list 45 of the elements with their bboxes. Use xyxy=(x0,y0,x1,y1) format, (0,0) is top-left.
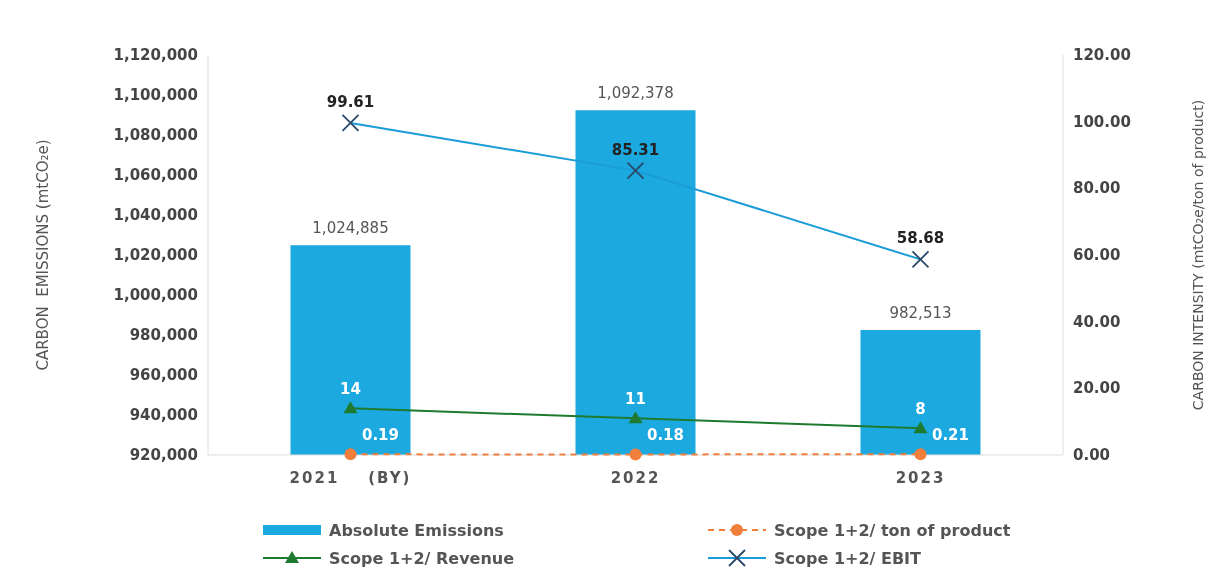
y-tick-label: 980,000 xyxy=(129,326,198,344)
y-tick-label: 940,000 xyxy=(129,406,198,424)
data-label: 0.21 xyxy=(931,426,970,445)
y2-tick-label: 0.00 xyxy=(1073,446,1111,464)
point xyxy=(343,401,358,414)
y-tick-label: 1,020,000 xyxy=(113,246,198,264)
data-label: 0.19 xyxy=(361,426,400,445)
y-tick-label: 1,080,000 xyxy=(113,126,198,144)
data-label: 11 xyxy=(625,390,646,409)
y2-tick-label: 100.00 xyxy=(1073,112,1131,131)
data-label: 982,513 xyxy=(889,303,952,322)
y-tick-label: 920,000 xyxy=(129,446,198,464)
y2-tick-label: 20.00 xyxy=(1073,379,1121,398)
data-label: 99.61 xyxy=(326,92,375,111)
point xyxy=(629,448,642,461)
y-axis-title: CARBON EMISSIONS (mtCO₂e) xyxy=(34,139,52,371)
x-tick-label: 2022 xyxy=(610,469,661,487)
y2-tick-label: 40.00 xyxy=(1073,312,1121,331)
y2-tick-label: 60.00 xyxy=(1073,246,1121,264)
data-label: 58.68 xyxy=(896,229,945,248)
y-tick-label: 1,100,000 xyxy=(113,86,198,104)
data-label: 8 xyxy=(915,400,926,419)
legend-label: Scope 1+2/ EBIT xyxy=(774,549,922,568)
point xyxy=(913,421,928,434)
y-tick-label: 1,000,000 xyxy=(113,286,198,304)
data-label: 14 xyxy=(340,380,361,399)
data-label: 1,092,378 xyxy=(597,84,674,103)
y-tick-label: 1,040,000 xyxy=(113,206,198,224)
data-label: 85.31 xyxy=(611,140,660,159)
legend-label: Scope 1+2/ ton of product xyxy=(774,521,1011,540)
y2-tick-label: 120.00 xyxy=(1073,46,1131,64)
y-tick-label: 1,060,000 xyxy=(113,166,198,184)
data-label: 0.18 xyxy=(646,426,685,445)
data-label: 1,024,885 xyxy=(312,219,389,238)
legend-label: Scope 1+2/ Revenue xyxy=(329,549,515,568)
point xyxy=(344,448,357,461)
y2-tick-label: 80.00 xyxy=(1073,179,1121,198)
x-tick-label: 2023 xyxy=(895,469,946,487)
y-tick-label: 960,000 xyxy=(129,366,198,384)
point xyxy=(628,411,643,424)
legend-label: Absolute Emissions xyxy=(329,521,504,540)
point xyxy=(914,448,927,461)
y-tick-label: 1,120,000 xyxy=(113,46,198,64)
y2-axis-title: CARBON INTENSITY (mtCO₂e/ton of product) xyxy=(1190,99,1206,411)
x-tick-label: 2021 (BY) xyxy=(289,469,412,487)
